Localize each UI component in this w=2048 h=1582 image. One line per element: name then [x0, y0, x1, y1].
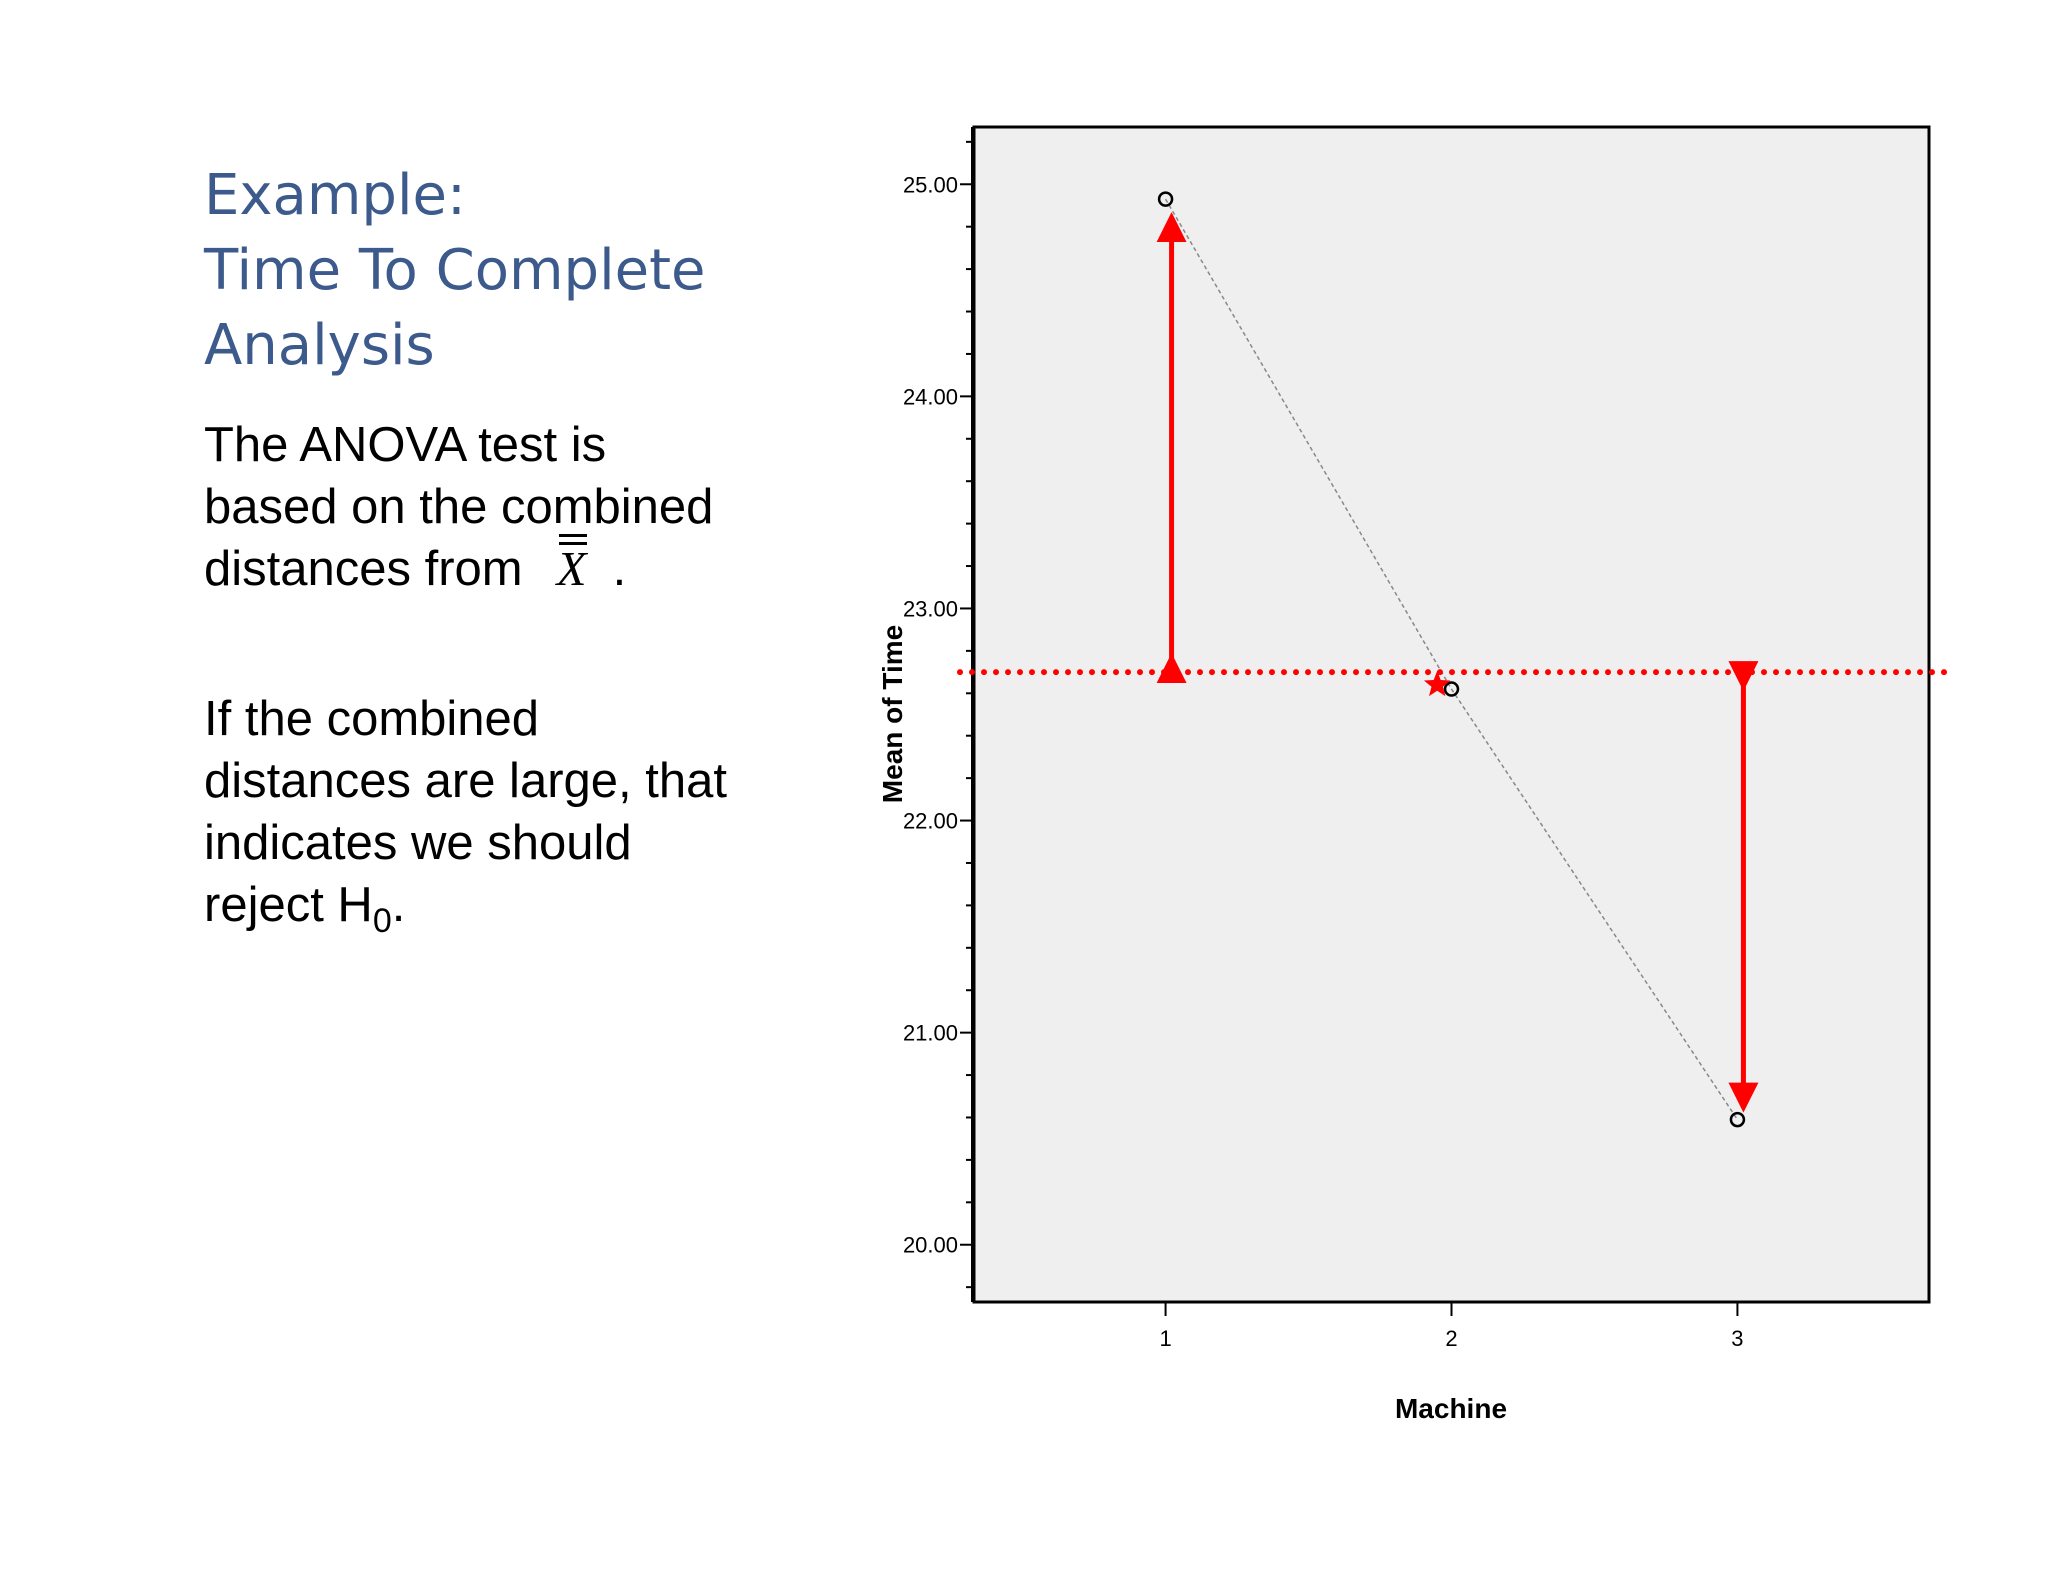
text-line: distances from X.: [204, 534, 713, 600]
series-line: [1164, 198, 1739, 1121]
y-tick-label: 25.00: [903, 172, 958, 197]
title-line: Analysis: [204, 313, 435, 378]
text-fragment: .: [612, 542, 627, 596]
text-line: reject H0.: [204, 874, 727, 952]
y-tick-label: 24.00: [903, 384, 958, 409]
rejection-explanation: If the combined distances are large, tha…: [204, 688, 727, 952]
text-line: indicates we should: [204, 816, 632, 870]
star-marker: [1423, 670, 1451, 697]
mean-line-segment: [1164, 198, 1739, 1121]
data-point: [1157, 191, 1174, 207]
title-line: Example:: [204, 163, 466, 228]
x-tick-label: 2: [1445, 1326, 1457, 1351]
plot-area: [972, 125, 1931, 1304]
y-axis-title: Mean of Time: [877, 625, 908, 803]
y-axis: 20.00 21.00 22.00 23.00 24.00 25.00: [903, 127, 973, 1302]
y-tick-label: 23.00: [903, 596, 958, 621]
y-tick-label: 22.00: [903, 809, 958, 834]
annotations: [957, 212, 1951, 1113]
x-axis-title: Machine: [1395, 1393, 1507, 1424]
subscript: 0: [372, 901, 392, 940]
data-point: [1729, 1111, 1746, 1128]
y-tick-label: 20.00: [903, 1233, 958, 1258]
anova-explanation: The ANOVA test is based on the combined …: [204, 414, 713, 600]
text-line: The ANOVA test is: [204, 418, 607, 472]
text-line: If the combined: [204, 692, 540, 746]
text-fragment: .: [391, 878, 406, 932]
text-fragment: reject H: [204, 878, 373, 932]
x-tick-label: 1: [1159, 1326, 1171, 1351]
y-tick-label: 21.00: [903, 1021, 958, 1046]
text-fragment: distances from: [204, 542, 523, 596]
grand-mean-symbol: X: [557, 534, 587, 600]
title-line: Time To Complete: [204, 238, 706, 303]
text-line: distances are large, that: [204, 754, 727, 808]
x-axis: 1 2 3: [1159, 1302, 1744, 1351]
data-point: [1443, 681, 1460, 697]
slide-title: Example: Time To Complete Analysis: [204, 158, 705, 383]
markers: [1157, 191, 1746, 1128]
x-tick-label: 3: [1731, 1326, 1743, 1351]
text-line: based on the combined: [204, 480, 714, 534]
